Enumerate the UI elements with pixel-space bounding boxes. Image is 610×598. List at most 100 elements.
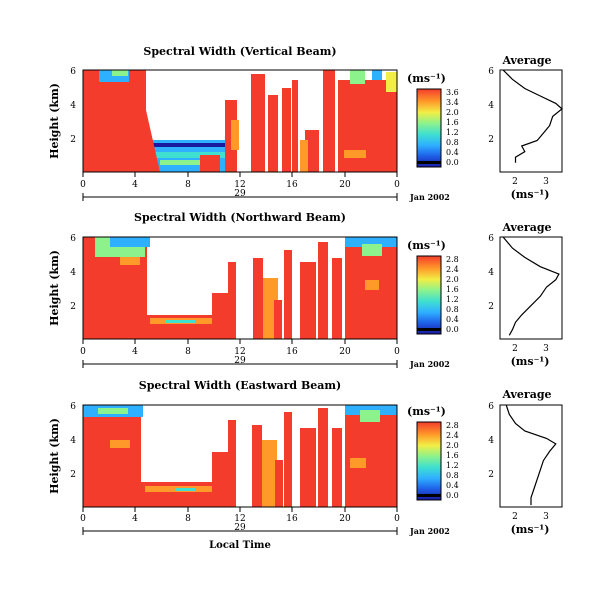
x-tick-label: 0: [80, 514, 86, 524]
x-axis: 0 4 8 12 16 20 0 29 Jan 2002 Local Time: [80, 507, 450, 551]
y-tick-label: 6: [70, 67, 76, 77]
average-title: Average: [501, 388, 551, 401]
x-tick-label: 8: [185, 180, 191, 190]
colorbar-tick: 1.2: [446, 128, 459, 137]
x-tick-label: 0: [80, 180, 86, 190]
date-label: Jan 2002: [409, 359, 450, 369]
avg-y-tick: 6: [488, 67, 494, 77]
avg-x-unit: (ms⁻¹): [511, 523, 550, 536]
panel-title: Spectral Width (Vertical Beam): [143, 45, 336, 58]
average-profile: Average 6 4 2 2 3 (ms⁻¹): [488, 221, 563, 368]
average-line: [502, 69, 563, 163]
date-label: Jan 2002: [409, 192, 450, 202]
x-tick-label: 20: [339, 514, 351, 524]
y-axis-label: Height (km): [48, 418, 61, 494]
x-tick-label: 0: [394, 514, 400, 524]
colorbar-tick: 1.6: [446, 451, 459, 460]
day-bar: 29: [82, 189, 398, 201]
x-tick-label: 12: [234, 514, 245, 524]
avg-x-tick: 2: [512, 177, 518, 187]
panel-title: Spectral Width (Eastward Beam): [139, 379, 341, 392]
colorbar-tick: 2.4: [446, 265, 459, 274]
y-axis: Height (km) 6 4 2: [48, 402, 76, 494]
y-tick-label: 4: [70, 268, 76, 278]
y-tick-label: 2: [70, 470, 76, 480]
average-title: Average: [501, 54, 551, 67]
colorbar-tick: 2.4: [446, 431, 459, 440]
x-tick-label: 8: [185, 347, 191, 357]
date-label: Jan 2002: [409, 526, 450, 536]
avg-x-tick: 3: [543, 512, 549, 522]
day-bar: 29: [82, 523, 398, 535]
avg-x-tick: 2: [512, 344, 518, 354]
panel-eastward-beam: Spectral Width (Eastward Beam): [48, 379, 563, 551]
avg-x-tick: 3: [543, 177, 549, 187]
x-tick-label: 20: [339, 347, 351, 357]
colorbar: (ms⁻¹) 2.8 2.4 2.0 1.6 1.2 0.8 0.4 0.0: [407, 239, 459, 335]
panel-vertical-beam: Spectral Width (Vertical Beam): [48, 45, 563, 202]
colorbar-tick: 1.6: [446, 285, 459, 294]
day-label: 29: [234, 189, 246, 199]
average-profile: Average 6 4 2 2 3 (ms⁻¹): [488, 54, 563, 201]
x-tick-label: 0: [394, 180, 400, 190]
x-tick-label: 12: [234, 180, 245, 190]
avg-y-tick: 4: [488, 436, 494, 446]
y-tick-label: 4: [70, 101, 76, 111]
colorbar-tick: 0.8: [446, 138, 459, 147]
colorbar-tick: 2.0: [446, 441, 459, 450]
colorbar-tick: 2.8: [446, 255, 459, 264]
avg-y-tick: 6: [488, 234, 494, 244]
x-tick-label: 0: [80, 347, 86, 357]
avg-x-tick: 3: [543, 344, 549, 354]
x-axis-label: Local Time: [209, 540, 271, 551]
colorbar-unit: (ms⁻¹): [407, 405, 446, 418]
average-title: Average: [501, 221, 551, 234]
colorbar-tick: 3.6: [446, 88, 459, 97]
y-axis: Height (km) 6 4 2: [48, 67, 76, 159]
x-tick-label: 8: [185, 514, 191, 524]
colorbar-tick: 0.4: [446, 481, 459, 490]
y-axis-label: Height (km): [48, 83, 61, 159]
colorbar-tick: 0.4: [446, 315, 459, 324]
avg-y-tick: 4: [488, 101, 494, 111]
x-tick-label: 16: [286, 514, 298, 524]
avg-y-tick: 2: [488, 302, 494, 312]
day-label: 29: [234, 356, 246, 366]
average-line: [502, 236, 560, 336]
colorbar-tick: 0.0: [446, 491, 459, 500]
x-tick-label: 12: [234, 347, 245, 357]
y-axis: Height (km) 6 4 2: [48, 234, 76, 326]
colorbar-tick: 0.4: [446, 148, 459, 157]
colorbar: (ms⁻¹) 3.6 3.4 2.0 1.6 1.2 0.8 0.4 0.0: [407, 72, 459, 168]
colorbar-tick: 1.6: [446, 118, 459, 127]
avg-x-unit: (ms⁻¹): [511, 188, 550, 201]
avg-x-tick: 2: [512, 512, 518, 522]
day-bar: 29: [82, 356, 398, 368]
heatmap-cells: [83, 70, 397, 172]
panel-northward-beam: Spectral Width (Northward Beam): [48, 211, 563, 369]
avg-y-tick: 2: [488, 470, 494, 480]
colorbar-tick: 2.0: [446, 108, 459, 117]
avg-y-tick: 6: [488, 402, 494, 412]
x-tick-label: 4: [132, 514, 138, 524]
heatmap-cells: [83, 237, 397, 339]
colorbar-unit: (ms⁻¹): [407, 239, 446, 252]
x-axis: 0 4 8 12 16 20 0 29 Jan 2002: [80, 339, 450, 369]
colorbar-tick: 1.2: [446, 461, 459, 470]
heatmap-plot: [82, 69, 398, 173]
heatmap-plot: [82, 236, 398, 340]
colorbar-tick: 2.8: [446, 421, 459, 430]
colorbar-tick: 1.2: [446, 295, 459, 304]
colorbar-tick: 0.0: [446, 325, 459, 334]
x-tick-label: 0: [394, 347, 400, 357]
x-tick-label: 20: [339, 180, 351, 190]
average-line: [505, 404, 557, 506]
y-tick-label: 4: [70, 436, 76, 446]
x-tick-label: 4: [132, 180, 138, 190]
x-tick-label: 4: [132, 347, 138, 357]
colorbar-tick: 0.8: [446, 471, 459, 480]
y-axis-label: Height (km): [48, 250, 61, 326]
colorbar-tick: 0.8: [446, 305, 459, 314]
colorbar: (ms⁻¹) 2.8 2.4 2.0 1.6 1.2 0.8 0.4 0.0: [407, 405, 459, 501]
